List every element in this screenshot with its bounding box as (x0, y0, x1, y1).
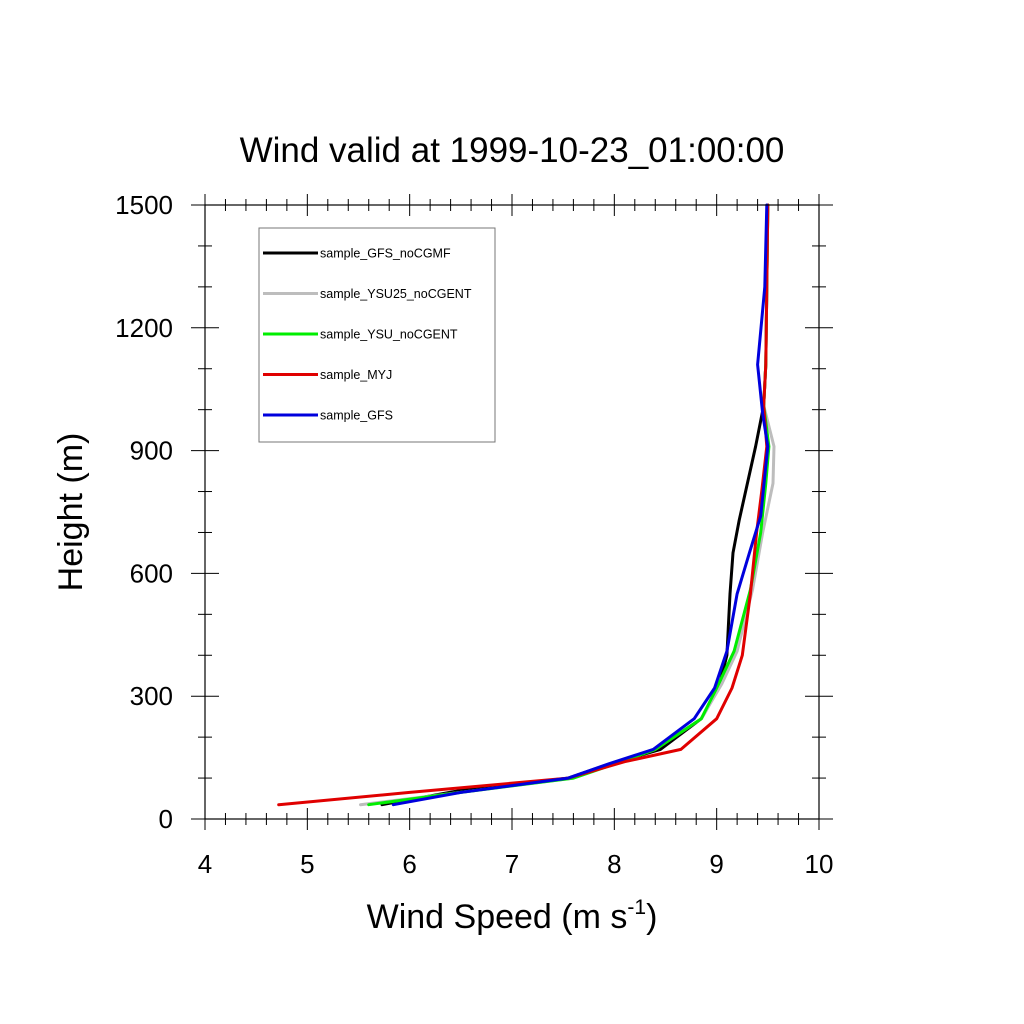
y-tick-label: 300 (130, 681, 173, 711)
y-tick-label: 600 (130, 558, 173, 588)
series-layer (277, 203, 776, 807)
x-axis-label-main: Wind Speed (m s (367, 898, 628, 936)
y-tick-label: 1500 (115, 190, 173, 220)
tick-labels: 4 5 6 7 8 9 10 0 300 600 900 1200 1500 (115, 190, 833, 879)
x-tick-label: 7 (505, 849, 519, 879)
x-axis-label: Wind Speed (m s-1) (367, 896, 658, 936)
x-tick-label: 8 (607, 849, 621, 879)
series-line-sample_GFS (391, 203, 770, 807)
x-axis-label-end: ) (646, 898, 657, 936)
legend-entries: sample_GFS_noCGMF sample_YSU25_noCGENTsam… (263, 247, 472, 423)
plot-frame (204, 204, 820, 820)
y-axis-label: Height (m) (52, 433, 90, 592)
x-tick-label: 5 (300, 849, 314, 879)
legend: sample_GFS_noCGMF sample_YSU25_noCGENTsam… (258, 227, 496, 443)
x-tick-label: 4 (198, 849, 212, 879)
legend-label: sample_YSU_noCGENT (320, 328, 458, 342)
x-tick-label: 10 (805, 849, 834, 879)
x-tick-label: 9 (709, 849, 723, 879)
y-tick-label: 1200 (115, 313, 173, 343)
legend-label: sample_GFS (320, 409, 393, 423)
legend-label: sample_GFS_noCGMF (320, 247, 451, 261)
legend-label: sample_YSU25_noCGENT (320, 287, 472, 301)
x-axis-label-superscript: -1 (627, 896, 646, 919)
chart-title: Wind valid at 1999-10-23_01:00:00 (240, 131, 785, 170)
y-tick-label: 900 (130, 436, 173, 466)
y-tick-label: 0 (159, 804, 173, 834)
series-line-sample_MYJ (277, 203, 770, 807)
legend-label: sample_MYJ (320, 368, 392, 382)
x-tick-label: 6 (402, 849, 416, 879)
